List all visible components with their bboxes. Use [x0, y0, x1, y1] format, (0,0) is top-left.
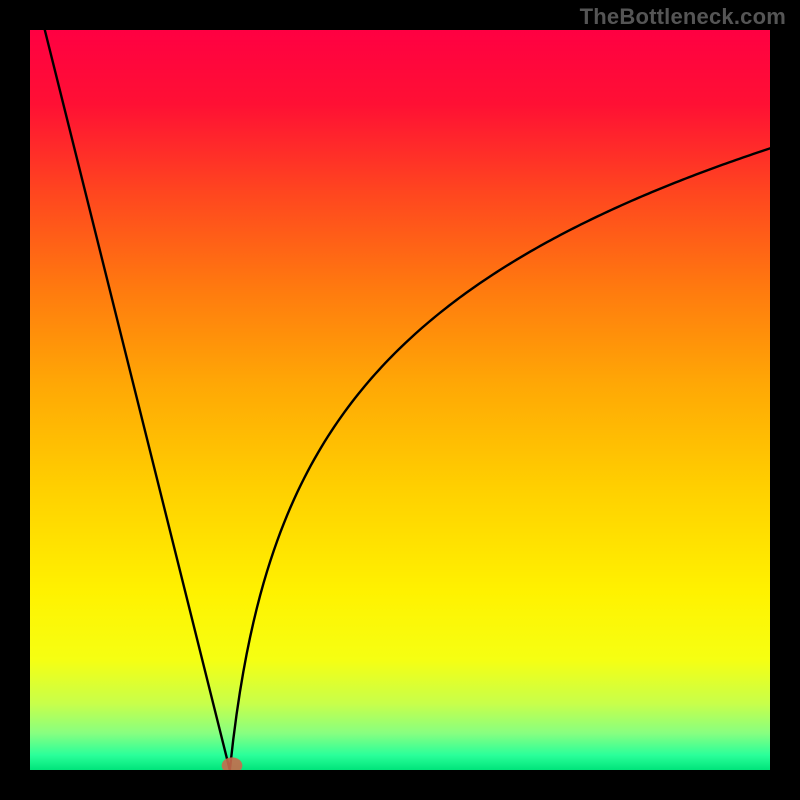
chart-frame: TheBottleneck.com [0, 0, 800, 800]
watermark-text: TheBottleneck.com [580, 4, 786, 30]
plot-area [30, 30, 770, 770]
plot-svg [30, 30, 770, 770]
